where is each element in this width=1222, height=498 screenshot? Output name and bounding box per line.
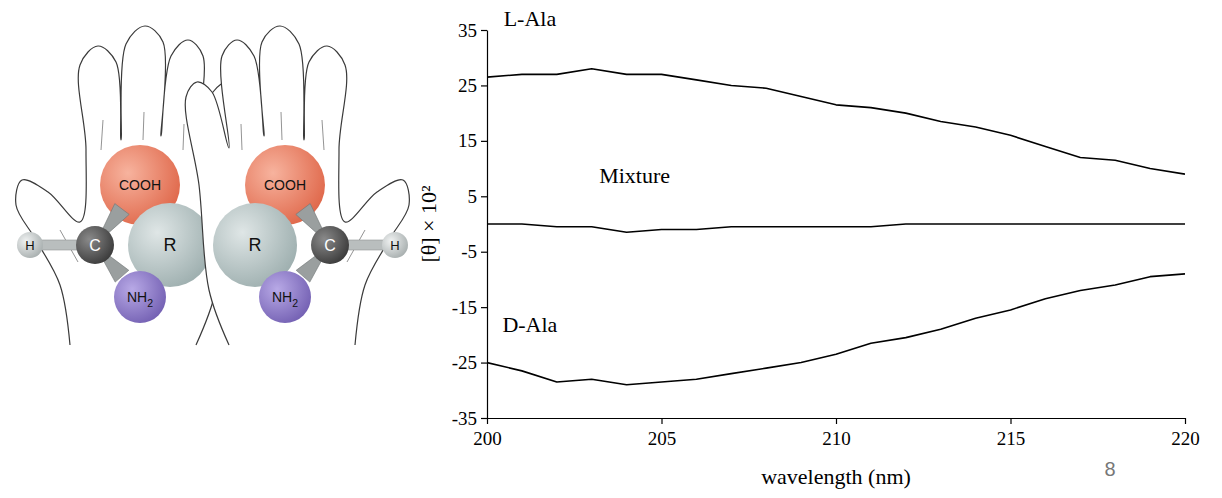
atom-label: NH2 xyxy=(127,289,153,309)
tick-label: 35 xyxy=(458,20,477,41)
tick-mark xyxy=(836,418,837,424)
tick-mark xyxy=(481,252,487,253)
tick-mark xyxy=(1185,418,1186,424)
atom-label: NH2 xyxy=(272,289,298,309)
tick-label: 210 xyxy=(822,428,851,449)
tick-mark xyxy=(481,141,487,142)
tick-mark xyxy=(481,362,487,363)
hand-crease xyxy=(241,124,242,150)
series-label: L-Ala xyxy=(504,6,557,31)
page: H COOH R C NH2 H COOH R C NH2 -35 -25 -15 -5 5 15 25 35 20… xyxy=(0,0,1222,498)
x-axis-title: wavelength (nm) xyxy=(761,464,911,489)
tick-mark xyxy=(481,196,487,197)
tick-mark xyxy=(1010,418,1011,424)
atom xyxy=(311,226,349,264)
series-labels: L-Ala Mixture D-Ala xyxy=(502,6,670,338)
plot-area xyxy=(487,69,1185,385)
atom-label: COOH xyxy=(119,177,161,193)
atom-label: C xyxy=(89,237,101,254)
tick: 15 xyxy=(458,130,487,151)
tick-label: 200 xyxy=(473,428,502,449)
slide-number: 8 xyxy=(1104,458,1115,480)
tick-mark xyxy=(487,418,488,424)
tick: 25 xyxy=(458,75,487,96)
atom-label: R xyxy=(249,235,262,255)
atom xyxy=(17,232,43,258)
tick: 200 xyxy=(473,418,502,449)
hand-crease xyxy=(183,124,184,150)
tick: 5 xyxy=(468,186,488,207)
tick-label: 220 xyxy=(1171,428,1200,449)
hand-crease xyxy=(322,120,324,150)
tick: 205 xyxy=(648,418,677,449)
tick: 210 xyxy=(822,418,851,449)
hand-crease xyxy=(101,120,103,150)
tick: 220 xyxy=(1171,418,1200,449)
tick-mark xyxy=(481,85,487,86)
hand xyxy=(185,26,409,345)
atom xyxy=(382,232,408,258)
tick-label: -35 xyxy=(452,408,477,429)
tick: -5 xyxy=(461,241,487,262)
tick-label: -25 xyxy=(452,352,477,373)
tick-label: -15 xyxy=(452,297,477,318)
tick-label: 15 xyxy=(458,130,477,151)
series-label: D-Ala xyxy=(502,312,557,337)
tick: -15 xyxy=(452,297,487,318)
x-axis: 200 205 210 215 220 xyxy=(473,418,1200,449)
y-axis-title: [θ] × 10² xyxy=(416,185,441,263)
tick-label: 25 xyxy=(458,75,477,96)
series-label: Mixture xyxy=(599,163,670,188)
atom-label: COOH xyxy=(264,177,306,193)
series-line xyxy=(487,224,1185,232)
tick: -25 xyxy=(452,352,487,373)
tick: -35 xyxy=(452,408,487,429)
atom-label: H xyxy=(390,238,399,253)
atom xyxy=(259,271,311,323)
tick-mark xyxy=(481,30,487,31)
hand-crease xyxy=(281,112,282,140)
y-axis: -35 -25 -15 -5 5 15 25 35 xyxy=(452,20,488,429)
atom-label: H xyxy=(25,238,34,253)
atom-label: R xyxy=(164,235,177,255)
tick: 35 xyxy=(458,20,487,41)
hand-molecule: H COOH R C NH2 xyxy=(185,26,409,345)
atom-label: C xyxy=(324,237,336,254)
tick: 215 xyxy=(997,418,1026,449)
tick-mark xyxy=(661,418,662,424)
tick-label: 205 xyxy=(648,428,677,449)
series-line xyxy=(487,69,1185,174)
atom xyxy=(114,271,166,323)
atom xyxy=(76,226,114,264)
tick-mark xyxy=(481,307,487,308)
tick-label: 5 xyxy=(468,186,478,207)
tick-label: -5 xyxy=(461,241,477,262)
tick-label: 215 xyxy=(997,428,1026,449)
series-line xyxy=(487,274,1185,385)
tick-mark xyxy=(481,418,487,419)
hand-crease xyxy=(143,112,144,140)
